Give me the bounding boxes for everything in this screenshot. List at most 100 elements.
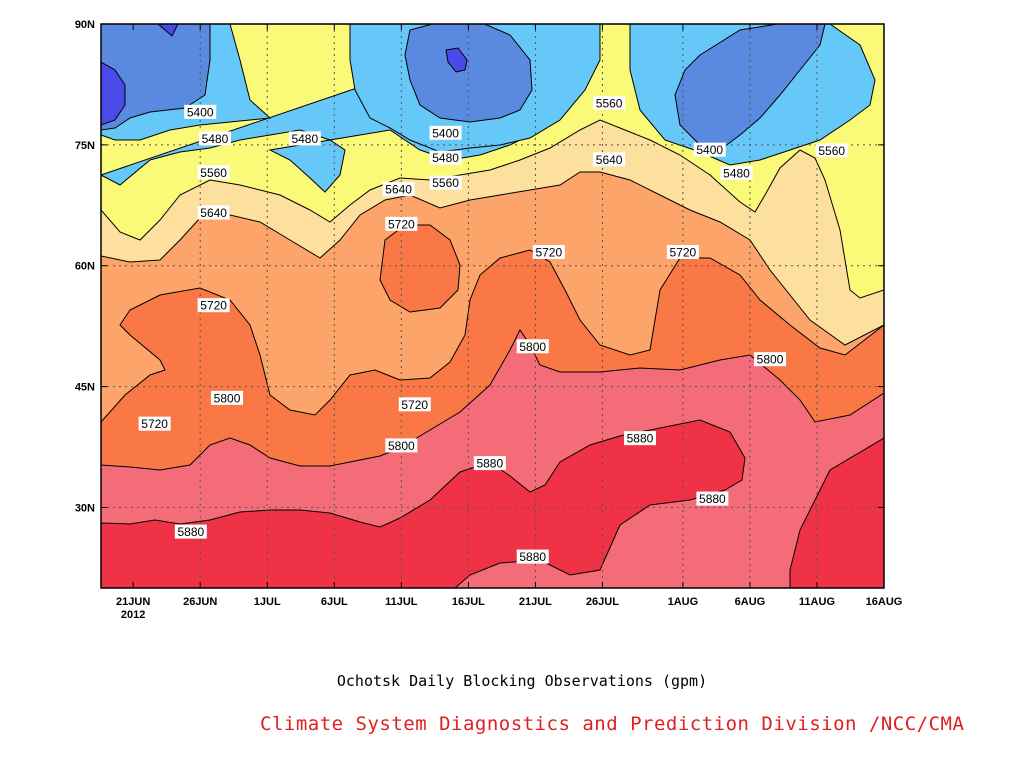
y-tick-label: 30N: [75, 502, 95, 514]
contour-label-text: 5720: [401, 398, 428, 412]
contour-label-text: 5640: [385, 183, 412, 197]
contour-label-box: [815, 143, 848, 158]
contour-label-box: [385, 216, 418, 231]
x-tick-label: 1AUG: [668, 596, 699, 608]
contour-label-text: 5800: [757, 353, 784, 367]
contour-label: 5720: [666, 245, 699, 260]
contour-label-box: [398, 397, 431, 412]
contour-label-text: 5480: [432, 151, 459, 165]
chart-credit: Climate System Diagnostics and Predictio…: [260, 713, 965, 735]
x-tick-sublabel: 2012: [121, 609, 145, 621]
contour-label-box: [429, 125, 462, 140]
contour-label-box: [666, 245, 699, 260]
x-tick-label: 26JUN: [183, 596, 217, 608]
y-tick-label: 90N: [75, 19, 95, 31]
contour-label: 5480: [720, 166, 753, 181]
contour-label-text: 5720: [670, 246, 697, 260]
contour-label-box: [696, 491, 729, 506]
x-tick-label: 11JUL: [385, 596, 418, 608]
contour-label: 5480: [198, 131, 231, 146]
contour-label-box: [429, 150, 462, 165]
contour-label-text: 5880: [476, 457, 503, 471]
contour-label: 5640: [593, 152, 626, 167]
contour-label-text: 5400: [432, 126, 459, 140]
contour-label: 5560: [815, 143, 848, 158]
x-tick-label: 1JUL: [254, 596, 281, 608]
contour-label-box: [693, 142, 726, 157]
fill-lt5320-c: [157, 24, 179, 37]
contour-label: 5800: [385, 438, 418, 453]
contour-label: 5480: [429, 150, 462, 165]
contour-label: 5880: [623, 431, 656, 446]
contour-label: 5400: [184, 104, 217, 119]
contour-label: 5720: [197, 298, 230, 313]
contour-label-box: [473, 456, 506, 471]
x-tick-label: 21JUL: [519, 596, 552, 608]
contour-label-box: [197, 165, 230, 180]
contour-label-box: [174, 524, 207, 539]
fill-5720-5800-cutoff: [379, 224, 461, 313]
contour-label: 5640: [382, 182, 415, 197]
contour-label: 5800: [516, 339, 549, 354]
contour-label-box: [720, 166, 753, 181]
contour-label-text: 5800: [519, 340, 546, 354]
contour-label-text: 5400: [696, 143, 723, 157]
contour-label: 5560: [593, 95, 626, 110]
contour-label-text: 5480: [723, 167, 750, 181]
fill-lt5320-a: [101, 61, 126, 126]
contour-label-text: 5640: [200, 206, 227, 220]
contour-label: 5800: [211, 390, 244, 405]
contour-label: 5880: [516, 549, 549, 564]
contour-label-box: [138, 416, 171, 431]
contour-label: 5400: [693, 142, 726, 157]
contour-label-box: [593, 152, 626, 167]
contour-label-box: [516, 339, 549, 354]
contour-label-box: [382, 182, 415, 197]
fill-lt5320-b: [445, 47, 468, 73]
contour-label-box: [211, 390, 244, 405]
contour-label-text: 5640: [596, 153, 623, 167]
y-tick-label: 45N: [75, 382, 95, 394]
contour-label-text: 5880: [699, 492, 726, 506]
contour-label-text: 5720: [200, 299, 227, 313]
contour-label: 5720: [398, 397, 431, 412]
contour-label-box: [532, 245, 565, 260]
x-tick-label: 11AUG: [799, 596, 835, 608]
fill-5320-5400-c: [674, 24, 826, 151]
contour-label-text: 5560: [596, 96, 623, 110]
chart-title: Ochotsk Daily Blocking Observations (gpm…: [336, 672, 708, 690]
contour-label: 5720: [385, 216, 418, 231]
y-axis: 30N 45N 60N 75N 90N: [75, 19, 884, 514]
contour-label-box: [754, 352, 787, 367]
x-tick-label: 21JUN: [116, 596, 150, 608]
contour-label-text: 5480: [202, 132, 229, 146]
contour-label-text: 5720: [388, 217, 415, 231]
y-tick-label: 75N: [75, 140, 95, 152]
contour-label: 5560: [197, 165, 230, 180]
contour-label-text: 5560: [200, 166, 227, 180]
contour-label-text: 5800: [388, 439, 415, 453]
contour-label-box: [197, 205, 230, 220]
contour-label: 5880: [174, 524, 207, 539]
x-tick-label: 6JUL: [321, 596, 348, 608]
x-tick-label: 26JUL: [586, 596, 619, 608]
contour-label: 5720: [532, 245, 565, 260]
contour-label-text: 5560: [432, 176, 459, 190]
contour-label-box: [198, 131, 231, 146]
contour-label-text: 5880: [627, 432, 654, 446]
contour-label-box: [197, 298, 230, 313]
contour-label: 5480: [288, 131, 321, 146]
contour-label-box: [593, 95, 626, 110]
contour-label-text: 5480: [291, 132, 318, 146]
x-tick-label: 16AUG: [866, 596, 903, 608]
contour-label: 5880: [473, 456, 506, 471]
contour-label-text: 5720: [141, 417, 168, 431]
contour-label-box: [516, 549, 549, 564]
plot-frame: [100, 23, 885, 589]
contour-label: 5880: [696, 491, 729, 506]
contour-label-box: [288, 131, 321, 146]
contour-label-text: 5720: [535, 246, 562, 260]
